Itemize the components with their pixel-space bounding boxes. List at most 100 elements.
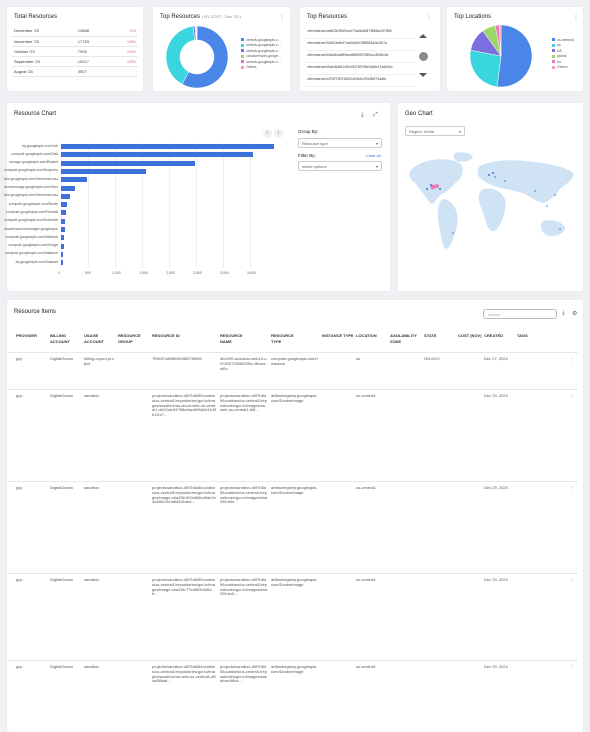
kebab-menu-icon[interactable]: ⋮ (279, 15, 285, 21)
bar[interactable] (61, 202, 67, 208)
legend-item[interactable]: Others (552, 65, 574, 71)
scroll-down-icon[interactable] (419, 73, 427, 77)
bar[interactable] (61, 160, 195, 166)
row-menu-icon[interactable]: ⋮ (570, 486, 574, 490)
scroll-thumb[interactable] (418, 52, 428, 61)
legend-item[interactable]: us (552, 43, 574, 49)
legend-item[interactable]: orelsdv.googleapis.c... (241, 37, 281, 43)
bar[interactable] (61, 168, 147, 174)
legend-item[interactable]: US (552, 48, 574, 54)
cell-type: artifactregistry.googleapis.com/DockerIm… (271, 394, 318, 403)
top-resource-item[interactable]: cfenrdaeuer4b6a4bdaf89aed8f5f0f37f8f3ccc… (306, 51, 416, 63)
filter-placeholder: select options (302, 164, 327, 169)
chart-prev-button[interactable]: ‹ (263, 129, 272, 138)
top-resource-item[interactable]: cfenrdaeuer4f3ab4b8d14f0e0f47807f5e0b6fe… (306, 63, 416, 75)
region-select[interactable]: Region: World ▾ (405, 126, 465, 136)
download-icon[interactable]: ⤓ (361, 112, 364, 118)
cell-provider: gcp (16, 578, 23, 582)
world-map[interactable] (405, 151, 577, 261)
gear-icon[interactable]: ⚙ (572, 311, 578, 317)
cell-name[interactable]: projects/sandbox-d0f7b8d5/locations/us-c… (220, 394, 267, 413)
total-resources-month: December '23 (12, 26, 76, 37)
search-placeholder: search (488, 312, 501, 317)
top-locations-pie (469, 24, 533, 88)
top-locations-title: Top Locations (454, 14, 492, 20)
column-header[interactable]: STATE (424, 333, 437, 338)
cell-id[interactable]: 7f0fc57c8f8f02fe0f80780f98 (152, 357, 202, 361)
legend-item[interactable]: us-central1 (552, 37, 574, 43)
bar[interactable] (61, 218, 66, 224)
bar[interactable] (61, 251, 64, 257)
legend-item[interactable]: cloudservices.googe... (241, 54, 281, 60)
bar[interactable] (61, 193, 70, 199)
column-header[interactable]: RESOURCE ID (152, 333, 180, 338)
scroll-up-icon[interactable] (419, 34, 427, 38)
cell-name[interactable]: dfc0r90-avocado-web10-c-20200729080930c-… (220, 357, 268, 371)
column-header[interactable]: AVAILABILITY ZONE (390, 333, 417, 344)
cell-id[interactable]: projects/sandbox-d0f7b8d5/locations/us-c… (152, 394, 216, 418)
legend-item[interactable]: eu (552, 59, 574, 65)
bar-label: bq.googleapis.com/Job (22, 143, 58, 148)
bar-label: compute.googleapis.com/Snapshot (4, 168, 58, 173)
column-header[interactable]: RESOURCE GROUP (118, 333, 141, 344)
column-header[interactable]: RESOURCE TYPE (271, 333, 294, 344)
bar[interactable] (61, 185, 76, 191)
legend-swatch (241, 38, 244, 42)
clear-all-link[interactable]: Clear all (366, 153, 381, 158)
bar[interactable] (61, 243, 64, 249)
kebab-menu-icon[interactable]: ⋮ (426, 15, 432, 21)
row-menu-icon[interactable]: ⋮ (570, 578, 574, 582)
legend-item[interactable]: orelsdv.googleapis.c... (241, 48, 281, 54)
top-resource-name: cfenrdaeuer4a6f02b95d0ea473ad6a5f478f88a… (307, 29, 392, 33)
column-header[interactable]: LOCATION (356, 333, 377, 338)
legend-swatch (241, 43, 244, 47)
pie-slice[interactable] (496, 24, 533, 88)
column-header[interactable]: USAGE ACCOUNT (84, 333, 104, 344)
column-header[interactable]: RESOURCE NAME (220, 333, 243, 344)
chart-next-button[interactable]: › (274, 129, 283, 138)
top-resource-item[interactable]: cfenrdaeuer4d7f2f79f2f18f30400fd1d7b080f… (306, 75, 416, 87)
legend-item[interactable]: Others (241, 65, 281, 71)
pie-slice[interactable] (181, 25, 229, 89)
top-resource-item[interactable]: cfenrdaeuer2b6f10a5b97da0d4b0788f384a0b2… (306, 39, 416, 51)
download-icon[interactable]: ⤓ (562, 310, 565, 316)
bar[interactable] (61, 235, 65, 241)
row-menu-icon[interactable]: ⋮ (570, 357, 574, 361)
cell-id[interactable]: projects/sandbox-d0f7b8d5/locations/us-c… (152, 578, 216, 597)
cell-name[interactable]: projects/sandbox-d0f7b8d5/locations/us-c… (220, 486, 268, 505)
cell-id[interactable]: projects/sandbox-d0f7b8d5/locations/us-c… (152, 486, 216, 505)
total-resources-delta: ↑15% (108, 56, 138, 67)
search-input[interactable]: search (483, 309, 557, 319)
column-header[interactable]: TAGS (517, 333, 528, 338)
legend-item[interactable]: global (552, 54, 574, 60)
column-header[interactable]: CREATED (484, 333, 504, 338)
bar[interactable] (61, 144, 275, 149)
top-resource-name: cfenrdaeuer4f3ab4b8d14f0e0f47807f5e0b6fe… (307, 65, 393, 69)
cell-id[interactable]: projects/sandbox-d0f7b8d5/locations/us-c… (152, 665, 216, 684)
top-resource-item[interactable]: cfenrdaeuer4a6f02b95d0ea473ad6a5f478f88a… (306, 27, 416, 39)
bar[interactable] (61, 152, 253, 158)
legend-label: Others (557, 65, 568, 70)
column-header[interactable]: PROVIDER (16, 333, 37, 338)
legend-item[interactable]: orelsdv.googleapis.c... (241, 43, 281, 49)
column-header[interactable]: COST (NOV) (458, 333, 482, 338)
row-menu-icon[interactable]: ⋮ (570, 394, 574, 398)
group-by-select[interactable]: Resource type ▾ (298, 138, 382, 148)
bar[interactable] (61, 210, 66, 216)
pie-slice[interactable] (498, 24, 502, 57)
filter-select[interactable]: select options ▾ (298, 161, 382, 171)
pie-slice[interactable] (469, 49, 502, 88)
column-header[interactable]: INSTANCE TYPE (322, 333, 354, 338)
top-locations-legend: us-central1 us US global eu Others (552, 37, 574, 70)
expand-icon[interactable]: ⤢ (373, 112, 378, 118)
bar[interactable] (61, 177, 87, 183)
cell-name[interactable]: projects/sandbox-d0f7b8d5/locations/us-c… (220, 578, 268, 597)
column-header[interactable]: BILLING ACCOUNT (50, 333, 70, 344)
bar[interactable] (61, 227, 65, 232)
total-resources-value: 17783 (75, 36, 109, 47)
cell-name[interactable]: projects/sandbox-d0f7b8d5/locations/us-c… (220, 665, 268, 684)
legend-item[interactable]: orelsdv.googleapis.c... (241, 59, 281, 65)
kebab-menu-icon[interactable]: ⋮ (573, 15, 579, 21)
bar[interactable] (61, 260, 64, 266)
row-menu-icon[interactable]: ⋮ (570, 665, 574, 669)
